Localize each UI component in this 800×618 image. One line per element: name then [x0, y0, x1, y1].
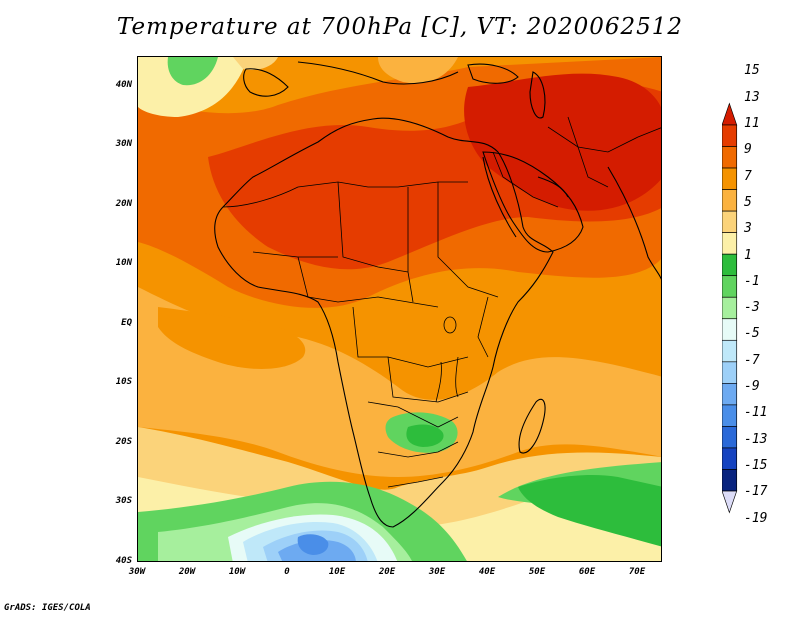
colorbar-segment — [722, 404, 738, 427]
colorbar-level-label: -1 — [744, 273, 760, 289]
colorbar-level-label: -15 — [744, 458, 768, 474]
colorbar-segment — [722, 146, 738, 169]
colorbar-segment — [722, 167, 738, 190]
lat-tick-label: 30S — [115, 496, 132, 507]
map-plot-area — [137, 56, 662, 562]
credit-text: GrADS: IGES/COLA — [4, 603, 91, 613]
lakes — [435, 316, 459, 403]
lat-tick-label: 40N — [115, 79, 132, 90]
colorbar-segment — [722, 275, 738, 298]
temperature-zone-m11 — [297, 534, 329, 555]
lon-tick-label: 70E — [628, 567, 646, 577]
colorbar-level-label: -3 — [744, 300, 760, 316]
colorbar-segment — [722, 339, 738, 363]
temperature-map — [138, 57, 661, 561]
lon-tick-label: 10E — [328, 567, 346, 577]
colorbar-level-label: 3 — [744, 221, 752, 237]
colorbar-segment — [722, 210, 738, 233]
colorbar — [722, 102, 738, 514]
colorbar-level-label: 15 — [744, 63, 760, 79]
lat-tick-label: 10S — [115, 377, 132, 388]
lon-tick-label: 20E — [378, 567, 396, 577]
lat-tick-label: 10N — [115, 258, 132, 269]
colorbar-level-label: 1 — [744, 247, 752, 263]
lon-tick-label: 30E — [428, 567, 446, 577]
lon-tick-label: 60E — [578, 567, 596, 577]
lon-tick-label: 30W — [128, 567, 146, 577]
colorbar-segment — [722, 361, 738, 384]
temperature-zone-9 — [158, 307, 306, 369]
colorbar-level-label: 7 — [744, 168, 752, 184]
lon-tick-label: 20W — [178, 567, 196, 577]
lat-tick-label: EQ — [121, 317, 132, 328]
colorbar-top-arrow — [722, 102, 738, 126]
colorbar-level-label: 9 — [744, 142, 752, 158]
lat-tick-label: 40S — [115, 556, 132, 566]
colorbar-level-label: -5 — [744, 326, 760, 342]
lon-tick-label: 50E — [528, 567, 546, 577]
colorbar-level-label: -19 — [744, 510, 768, 526]
lat-tick-label: 30N — [115, 139, 132, 150]
colorbar-segment — [722, 296, 738, 320]
colorbar-segment — [722, 469, 738, 492]
colorbar-level-label: 13 — [744, 89, 760, 105]
temperature-zone-1 — [167, 57, 218, 86]
temperature-zone-3 — [138, 57, 248, 117]
temperature-zone-3c — [406, 424, 444, 447]
colorbar-segment — [722, 383, 738, 406]
colorbar-level-label: -11 — [744, 405, 768, 421]
temperature-zone-5 — [233, 57, 278, 70]
lat-tick-label: 20N — [115, 198, 132, 209]
colorbar-level-label: 11 — [744, 115, 760, 131]
colorbar-segment — [722, 318, 738, 341]
lat-tick-label: 20S — [115, 436, 132, 447]
colorbar-level-label: -7 — [744, 352, 760, 368]
lon-tick-label: 0 — [284, 567, 290, 577]
map-title: Temperature at 700hPa [C], VT: 202006251… — [116, 14, 684, 40]
coastlines — [214, 61, 661, 528]
colorbar-level-label: 5 — [744, 194, 752, 210]
colorbar-bottom-arrow — [722, 490, 738, 514]
colorbar-segment — [722, 124, 738, 147]
colorbar-segment — [722, 447, 738, 470]
lon-tick-label: 10W — [228, 567, 246, 577]
colorbar-segment — [722, 232, 738, 255]
temperature-zone-3d — [518, 475, 661, 547]
colorbar-level-label: -13 — [744, 431, 768, 447]
colorbar-segment — [722, 189, 738, 212]
temperature-zone-15 — [464, 73, 661, 211]
lon-tick-label: 40E — [478, 567, 496, 577]
colorbar-level-label: -9 — [744, 379, 760, 395]
colorbar-level-label: -17 — [744, 484, 768, 500]
temperature-zone-7 — [378, 57, 458, 84]
colorbar-segment — [722, 253, 738, 277]
colorbar-segment — [722, 426, 738, 449]
